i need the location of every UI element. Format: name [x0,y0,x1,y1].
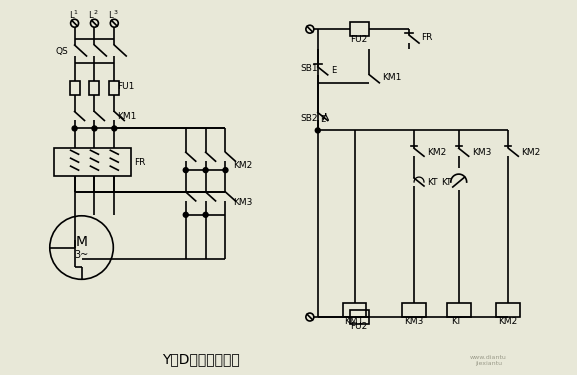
Text: Y－D起动控制电路: Y－D起动控制电路 [162,352,239,366]
Bar [402,303,426,317]
Text: E: E [331,66,336,75]
Text: FU2: FU2 [351,34,368,44]
Text: 2: 2 [93,10,98,15]
Text: L: L [69,11,73,20]
Bar [350,310,369,324]
Text: KM2: KM2 [521,148,541,157]
Text: KT: KT [441,177,451,186]
Circle shape [183,212,188,217]
Text: E: E [320,115,325,124]
Text: KT: KT [451,316,461,326]
Text: FU2: FU2 [351,322,368,332]
Bar [350,22,369,36]
Text: KM3: KM3 [404,316,424,326]
Circle shape [112,126,117,131]
Text: QS: QS [56,46,69,56]
Text: KM2: KM2 [234,160,253,170]
Text: KM3: KM3 [471,148,491,157]
Text: KM2: KM2 [427,148,446,157]
Text: 1: 1 [74,10,77,15]
Bar [343,303,366,317]
Circle shape [92,126,97,131]
Text: FR: FR [134,158,145,167]
Text: SB1: SB1 [300,64,317,74]
Bar [54,148,131,176]
Text: KM1: KM1 [344,316,364,326]
Bar [89,81,99,95]
Bar [109,81,119,95]
Text: 3: 3 [113,10,117,15]
Text: M: M [76,235,88,249]
Text: L: L [88,11,93,20]
Text: KM2: KM2 [499,316,518,326]
Text: KM3: KM3 [234,198,253,207]
Text: 3~: 3~ [74,251,89,261]
Text: KM1: KM1 [117,112,137,121]
Text: L: L [108,11,113,20]
Circle shape [72,126,77,131]
Circle shape [223,168,228,172]
Circle shape [203,212,208,217]
Bar [496,303,520,317]
Circle shape [183,168,188,172]
Text: www.diantu
jiexiantu: www.diantu jiexiantu [470,355,507,366]
Bar [447,303,471,317]
Text: KM1: KM1 [383,74,402,82]
Bar [70,81,80,95]
Text: KT: KT [427,177,437,186]
Text: FU1: FU1 [117,82,134,91]
Circle shape [203,168,208,172]
Text: FR: FR [421,33,432,42]
Text: SB2: SB2 [300,114,317,123]
Circle shape [315,128,320,133]
